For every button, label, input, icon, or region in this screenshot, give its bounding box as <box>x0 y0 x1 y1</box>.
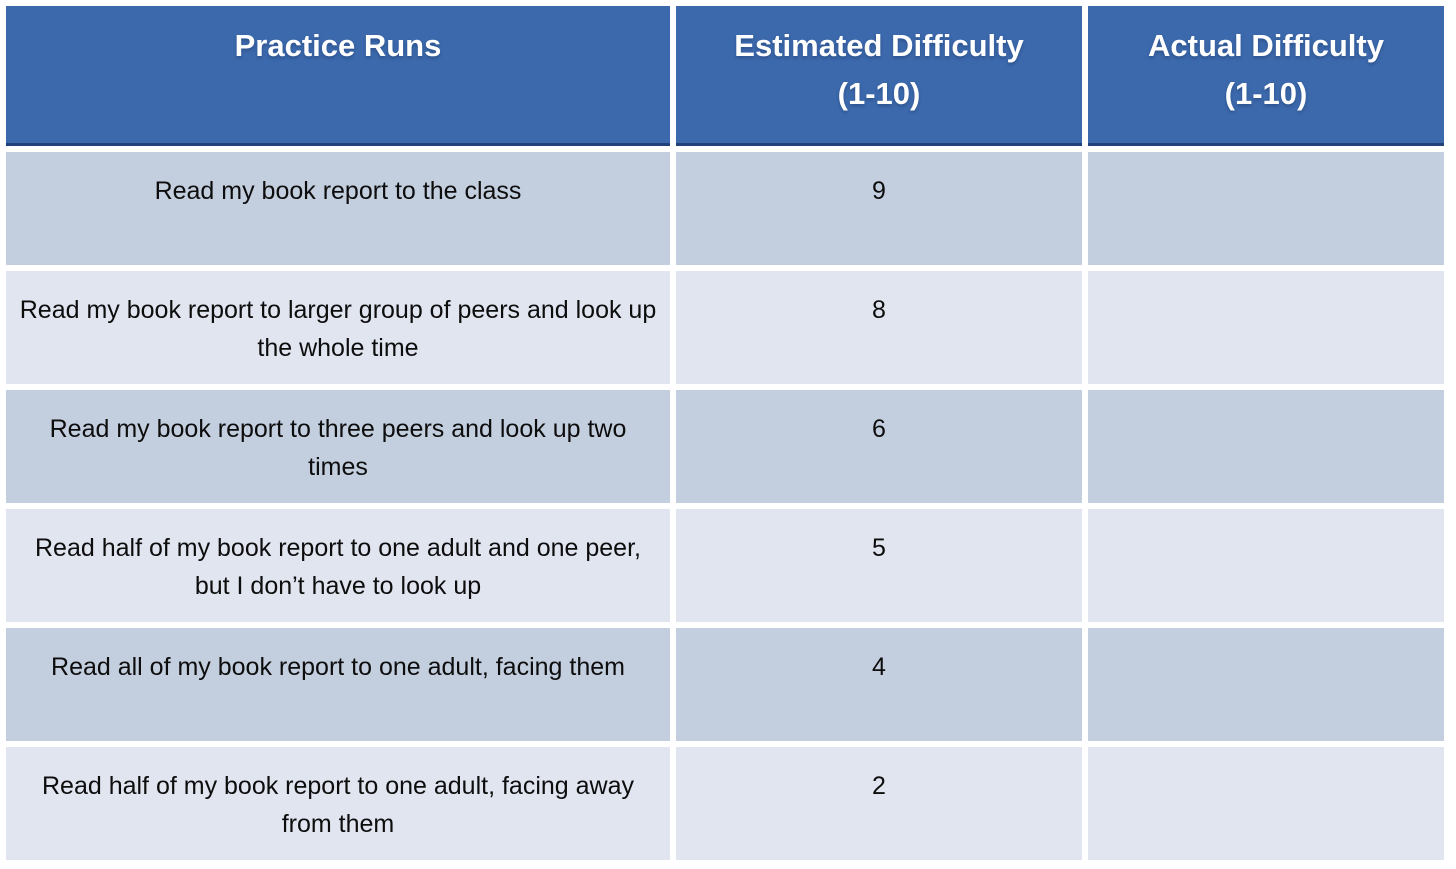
header-label: Practice Runs <box>234 28 442 63</box>
col-header-practice-runs: Practice Runs <box>6 6 670 146</box>
table-row: Read my book report to larger group of p… <box>6 271 1444 384</box>
table-row: Read half of my book report to one adult… <box>6 509 1444 622</box>
actual-cell <box>1088 628 1444 741</box>
actual-cell <box>1088 271 1444 384</box>
estimated-cell: 2 <box>676 747 1082 860</box>
estimated-cell: 4 <box>676 628 1082 741</box>
header-label: Actual Difficulty <box>1148 28 1384 63</box>
estimated-cell: 6 <box>676 390 1082 503</box>
table-row: Read all of my book report to one adult,… <box>6 628 1444 741</box>
estimated-cell: 8 <box>676 271 1082 384</box>
actual-cell <box>1088 747 1444 860</box>
header-sublabel: (1-10) <box>1224 76 1308 111</box>
table-row: Read half of my book report to one adult… <box>6 747 1444 860</box>
estimated-cell: 9 <box>676 152 1082 265</box>
header-sublabel: (1-10) <box>837 76 921 111</box>
actual-cell <box>1088 152 1444 265</box>
estimated-cell: 5 <box>676 509 1082 622</box>
practice-cell: Read all of my book report to one adult,… <box>6 628 670 741</box>
practice-cell: Read my book report to the class <box>6 152 670 265</box>
practice-cell: Read my book report to larger group of p… <box>6 271 670 384</box>
table-row: Read my book report to the class 9 <box>6 152 1444 265</box>
actual-cell <box>1088 509 1444 622</box>
header-row: Practice Runs Estimated Difficulty (1-10… <box>6 6 1444 146</box>
header-label: Estimated Difficulty <box>734 28 1024 63</box>
practice-cell: Read my book report to three peers and l… <box>6 390 670 503</box>
table-row: Read my book report to three peers and l… <box>6 390 1444 503</box>
practice-cell: Read half of my book report to one adult… <box>6 747 670 860</box>
practice-cell: Read half of my book report to one adult… <box>6 509 670 622</box>
actual-cell <box>1088 390 1444 503</box>
col-header-actual-difficulty: Actual Difficulty (1-10) <box>1088 6 1444 146</box>
col-header-estimated-difficulty: Estimated Difficulty (1-10) <box>676 6 1082 146</box>
